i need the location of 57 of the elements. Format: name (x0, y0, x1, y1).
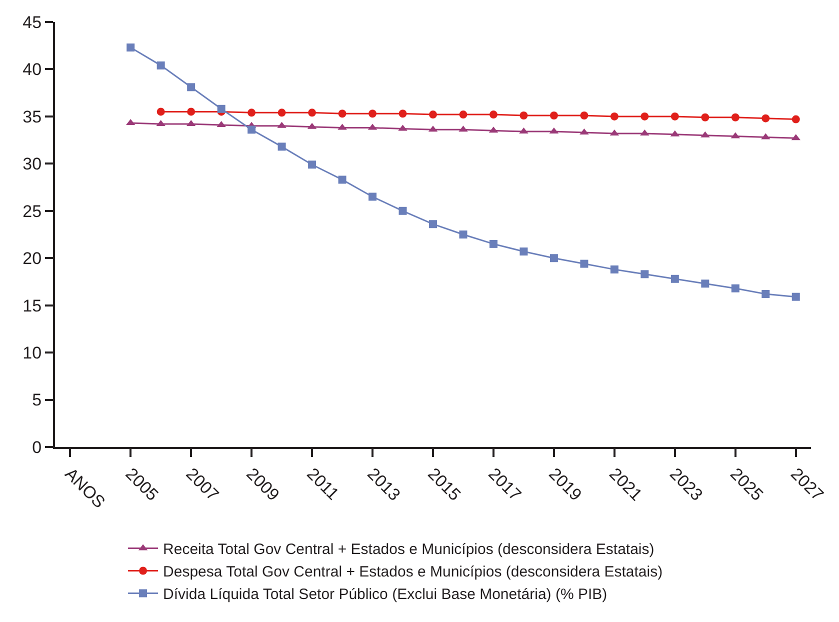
point (338, 110, 346, 118)
point (368, 110, 377, 118)
point (398, 206, 407, 215)
y-tick-label: 15 (22, 296, 42, 316)
point (731, 284, 740, 292)
legend-label: Dívida Líquida Total Setor Público (Exclui Base Monetária) (% PIB) (163, 586, 608, 604)
y-tick-label: 20 (22, 249, 42, 268)
legend-label: Receita Total Gov Central + Estados e Municípios (desconsidera Estatais) (163, 541, 654, 558)
point (156, 61, 165, 70)
point (459, 230, 468, 238)
point (429, 220, 437, 228)
point (580, 112, 588, 120)
point (459, 110, 468, 119)
y-tick-label: 40 (22, 60, 42, 80)
point (489, 240, 498, 248)
point (278, 142, 286, 151)
point (550, 254, 558, 262)
point (610, 265, 618, 274)
point (187, 108, 196, 116)
y-tick-label: 25 (22, 202, 42, 221)
point (762, 290, 770, 298)
point (338, 176, 346, 184)
point (640, 270, 649, 278)
point (792, 292, 800, 301)
point (429, 110, 437, 119)
y-tick-label: 30 (22, 154, 42, 174)
point (489, 110, 498, 119)
point (731, 113, 740, 122)
point (308, 160, 316, 169)
point (126, 44, 135, 52)
point (640, 112, 649, 120)
point (520, 248, 528, 256)
point (217, 104, 226, 113)
point (187, 83, 196, 92)
point (701, 113, 710, 122)
point (670, 274, 679, 283)
y-tick-label: 5 (32, 390, 42, 410)
point (580, 260, 588, 268)
point (550, 112, 558, 120)
y-tick-label: 0 (32, 438, 42, 457)
point (156, 108, 165, 116)
y-tick-label: 10 (22, 344, 42, 363)
point (520, 112, 528, 120)
point (308, 108, 316, 117)
point (278, 108, 286, 117)
point (610, 112, 618, 120)
y-tick-label: 35 (22, 107, 42, 126)
point (701, 280, 710, 288)
point (248, 126, 256, 134)
y-tick-label: 45 (22, 12, 42, 32)
point (368, 192, 377, 201)
point (398, 110, 407, 118)
point (792, 115, 800, 124)
point (670, 112, 679, 120)
point (762, 114, 770, 122)
point (248, 108, 256, 117)
legend-label: Despesa Total Gov Central + Estados e Municípios (desconsidera Estatais) (163, 564, 663, 581)
